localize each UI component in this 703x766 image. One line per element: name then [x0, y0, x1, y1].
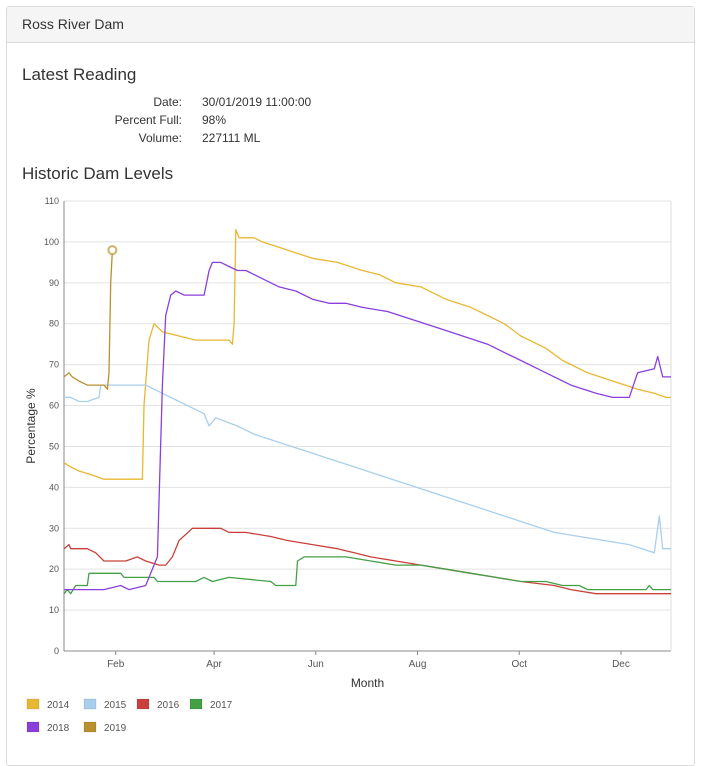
x-tick-label: Feb [107, 659, 125, 670]
series-line-2015 [64, 384, 671, 554]
y-tick-label: 90 [49, 278, 59, 288]
y-tick-label: 20 [49, 564, 59, 574]
legend-label-2019: 2019 [104, 723, 127, 734]
legend-swatch-2015 [83, 698, 97, 710]
y-tick-label: 0 [54, 646, 59, 656]
legend-swatch-2016 [136, 698, 150, 710]
series-line-2017 [63, 556, 671, 595]
y-tick-label: 30 [49, 523, 59, 533]
legend-label-2015: 2015 [104, 700, 127, 711]
y-tick-label: 100 [44, 237, 59, 247]
y-tick-label: 80 [49, 319, 59, 329]
x-tick-label: Apr [206, 659, 222, 670]
legend-swatch-2018 [26, 721, 40, 733]
date-value: 30/01/2019 11:00:00 [202, 95, 312, 109]
y-axis-title: Percentage % [24, 388, 38, 464]
x-tick-label: Jun [308, 659, 324, 670]
volume-label: Volume: [138, 131, 182, 145]
historic-heading: Historic Dam Levels [22, 164, 174, 183]
y-tick-label: 110 [45, 196, 59, 206]
percent-full-label: Percent Full: [114, 113, 182, 127]
series-line-2018 [64, 261, 671, 591]
legend-swatch-2019 [83, 721, 97, 733]
legend-label-2017: 2017 [210, 700, 233, 711]
x-tick-label: Aug [409, 659, 427, 670]
percent-full-value: 98% [202, 113, 227, 127]
volume-value: 227111 ML [202, 131, 261, 145]
date-label: Date: [153, 95, 182, 109]
panel-title: Ross River Dam [7, 7, 694, 43]
x-tick-label: Dec [612, 659, 630, 670]
y-tick-label: 70 [49, 360, 59, 370]
legend-label-2018: 2018 [47, 723, 70, 734]
legend-label-2014: 2014 [47, 700, 70, 711]
y-tick-label: 50 [49, 441, 59, 451]
legend-swatch-2017 [189, 698, 203, 710]
y-tick-label: 40 [49, 482, 59, 492]
legend-label-2016: 2016 [157, 700, 180, 711]
x-tick-label: Oct [511, 659, 527, 670]
latest-point-marker [107, 245, 118, 256]
series-line-2014 [63, 228, 671, 480]
y-tick-label: 10 [49, 605, 59, 615]
y-tick-label: 60 [49, 401, 59, 411]
ross-river-panel: Ross River Dam [6, 6, 695, 766]
x-axis-title: Month [351, 676, 384, 690]
dam-levels-chart: 0 10 20 30 40 50 60 70 80 90 100 110 Feb Apr Jun Aug Oct… [24, 196, 672, 734]
series-line-2019 [63, 250, 114, 390]
latest-reading-heading: Latest Reading [22, 65, 137, 84]
legend-swatch-2014 [26, 698, 40, 710]
